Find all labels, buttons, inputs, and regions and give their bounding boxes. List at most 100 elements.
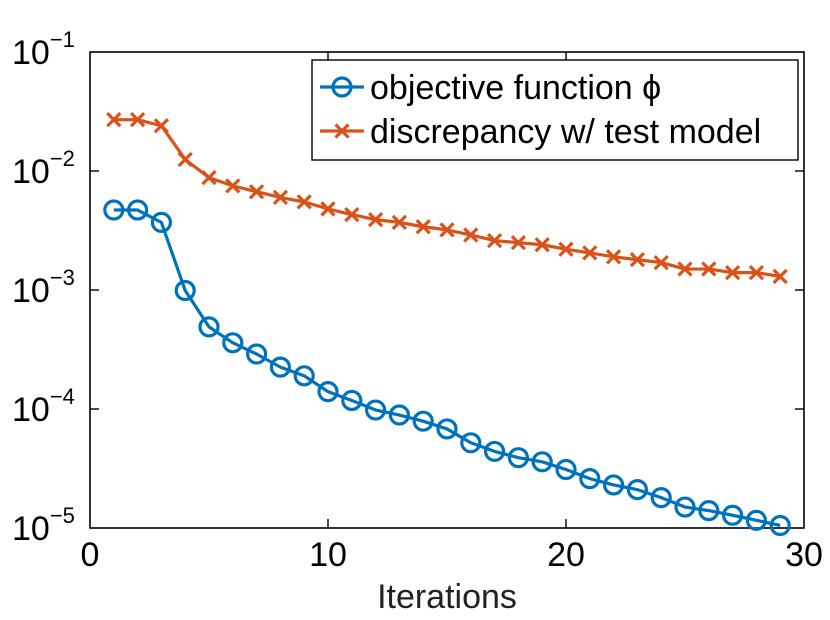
x-marker-stroke <box>391 214 408 231</box>
data-point <box>582 245 598 261</box>
data-point <box>106 112 122 128</box>
data-point <box>605 249 622 265</box>
y-tick-label: 10−5 <box>12 503 75 548</box>
legend-marker <box>334 123 350 139</box>
x-marker-stroke <box>701 261 717 277</box>
data-point <box>724 264 741 281</box>
x-tick-label: 20 <box>547 536 585 574</box>
series-discrepancy <box>106 112 788 285</box>
data-point <box>412 410 434 432</box>
data-point <box>650 487 672 509</box>
data-point <box>677 261 693 277</box>
data-point <box>344 206 360 223</box>
data-point <box>222 332 244 354</box>
data-point <box>507 447 530 469</box>
axis-ticks: 0 10 20 30 10−1 10−2 10−3 10−4 10−5 <box>12 27 823 574</box>
x-tick-label: 10 <box>309 536 347 574</box>
y-tick-label: 10−1 <box>12 27 75 72</box>
x-marker-stroke <box>558 241 574 257</box>
data-point <box>225 178 241 194</box>
x-marker-stroke <box>344 206 360 223</box>
x-tick-label: 30 <box>785 536 823 574</box>
x-marker-stroke <box>296 194 312 210</box>
data-point <box>510 235 527 251</box>
data-point <box>320 201 336 217</box>
x-axis-title: Iterations <box>377 578 517 616</box>
data-point <box>674 496 696 518</box>
data-point <box>103 199 125 221</box>
data-point <box>748 264 765 281</box>
legend-marker <box>331 76 353 98</box>
data-point <box>463 227 479 243</box>
x-marker-stroke <box>724 264 741 281</box>
x-tick-label: 0 <box>81 536 100 574</box>
data-point <box>127 199 149 221</box>
x-marker-stroke <box>129 112 146 128</box>
x-marker-stroke <box>486 232 503 249</box>
data-point <box>769 514 791 537</box>
x-marker-stroke <box>534 237 550 253</box>
data-point <box>460 432 482 454</box>
data-point <box>698 500 720 522</box>
y-tick-label: 10−3 <box>12 265 75 310</box>
data-point <box>555 458 577 481</box>
x-marker-stroke <box>201 169 217 186</box>
legend: objective function ϕ discrepancy w/ test … <box>311 59 799 161</box>
data-point <box>150 211 172 233</box>
series-objective-function <box>103 199 791 537</box>
data-point <box>153 118 170 134</box>
series-layer <box>103 112 791 537</box>
legend-entry-label: discrepancy w/ test model <box>370 113 761 151</box>
x-marker-stroke <box>153 118 170 134</box>
x-marker-stroke <box>677 261 693 277</box>
data-point <box>201 169 217 186</box>
data-point <box>391 214 408 231</box>
x-marker-stroke <box>272 189 289 206</box>
data-point <box>177 151 193 168</box>
x-marker-stroke <box>320 201 336 217</box>
x-marker-stroke <box>415 219 431 235</box>
data-point <box>174 279 196 302</box>
y-tick-label: 10−4 <box>12 384 75 429</box>
data-point <box>269 356 291 378</box>
legend-entry-label: objective function ϕ <box>370 69 661 107</box>
data-point <box>248 184 265 200</box>
x-marker-stroke <box>334 123 350 139</box>
x-marker-stroke <box>582 245 598 261</box>
data-point <box>317 381 339 403</box>
data-point <box>415 219 431 235</box>
data-point <box>629 251 646 268</box>
data-point <box>579 468 601 490</box>
x-marker-stroke <box>106 112 122 128</box>
data-point <box>129 112 146 128</box>
data-point <box>246 343 268 365</box>
x-marker-stroke <box>748 264 765 281</box>
data-point <box>721 504 744 526</box>
data-point <box>484 440 506 463</box>
data-point <box>745 509 768 531</box>
x-marker-stroke <box>177 151 193 168</box>
x-marker-stroke <box>463 227 479 243</box>
data-point <box>293 365 315 387</box>
data-point <box>602 474 625 496</box>
data-point <box>486 232 503 249</box>
x-marker-stroke <box>772 268 788 285</box>
data-point <box>365 399 387 421</box>
x-marker-stroke <box>367 212 384 228</box>
data-point <box>534 237 550 253</box>
axis-labels: Iterations <box>377 578 517 616</box>
legend-box <box>311 59 799 161</box>
data-point <box>439 222 455 238</box>
data-point <box>198 316 220 338</box>
data-point <box>772 268 788 285</box>
data-point <box>558 241 574 257</box>
y-tick-label: 10−2 <box>12 146 75 191</box>
data-point <box>653 254 669 271</box>
x-marker-stroke <box>605 249 622 265</box>
x-marker-stroke <box>629 251 646 268</box>
data-point <box>626 479 649 501</box>
x-marker-stroke <box>225 178 241 194</box>
x-marker-stroke <box>653 254 669 271</box>
x-marker-stroke <box>439 222 455 238</box>
